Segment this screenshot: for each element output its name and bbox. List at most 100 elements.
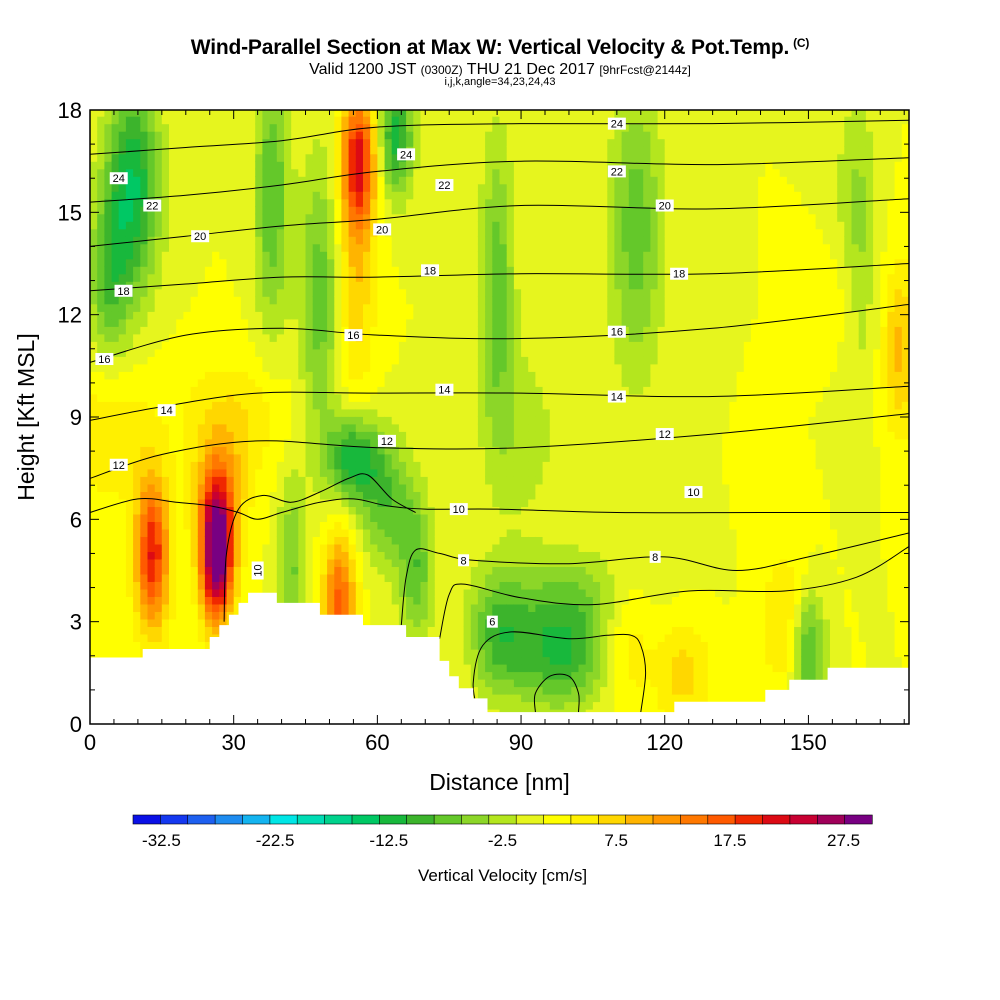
contour-label: 16: [344, 329, 363, 342]
contour-label: 24: [109, 172, 128, 185]
contour-label-bg: [655, 428, 674, 441]
colorbar: -32.5 -22.5 -12.5 -2.5 7.5 17.5 27.5 Vertical V…: [132, 814, 873, 885]
y-axis-label: Height [Kft MSL]: [13, 333, 39, 500]
colorbar-swatch: [433, 814, 463, 825]
contour-label-bg: [114, 284, 133, 297]
colorbar-swatch: [734, 814, 764, 825]
contour-label-text: 24: [113, 173, 125, 185]
contour-label-text: 24: [611, 119, 623, 131]
contour-label-text: 12: [113, 460, 125, 472]
contour-label: 24: [397, 148, 416, 161]
terrain-mask: [90, 592, 909, 724]
contour-label: 14: [435, 383, 454, 397]
contour-label-bg: [95, 353, 114, 366]
colorbar-swatch: [187, 814, 216, 825]
x-tick-label: 120: [646, 730, 683, 755]
contour-label-text: 8: [652, 552, 658, 564]
theta-contour-9: [439, 546, 909, 639]
contour-label-text: 12: [381, 436, 393, 448]
colorbar-swatch: [406, 814, 435, 825]
theta-contour-5: [90, 385, 909, 421]
colorbar-swatch: [680, 814, 709, 825]
contour-label-bg: [109, 172, 128, 185]
colorbar-tick-label: -22.5: [256, 831, 295, 850]
x-tick-label: 30: [221, 730, 245, 755]
colorbar-tick-label: 17.5: [713, 831, 746, 850]
colorbar-label: Vertical Velocity [cm/s]: [418, 866, 587, 885]
contour-label: 10: [449, 503, 468, 516]
contour-label-bg: [421, 264, 440, 277]
y-tick-label: 18: [58, 98, 82, 123]
contour-label: 18: [421, 264, 440, 277]
colorbar-tick-label: -2.5: [488, 831, 517, 850]
colorbar-swatch: [625, 814, 654, 825]
colorbar-swatch: [816, 814, 846, 825]
contour-label-bg: [655, 199, 674, 212]
colorbar-swatch: [515, 814, 545, 825]
contour-label-bg: [684, 486, 703, 499]
contour-label: 16: [95, 353, 114, 366]
colorbar-tick-label: 27.5: [827, 831, 860, 850]
contour-label-bg: [458, 554, 470, 567]
chart-subtitle: Valid 1200 JST (0300Z) THU 21 Dec 2017 […: [309, 61, 691, 78]
contour-label-bg: [607, 390, 626, 403]
theta-contour-11: [472, 631, 647, 713]
colorbar-swatch: [597, 814, 627, 825]
contour-label-text: 16: [347, 330, 359, 342]
contour-label: 18: [670, 267, 689, 281]
contour-label-bg: [157, 404, 176, 417]
contour-label-bg: [607, 117, 626, 130]
contour-label: 10: [251, 561, 265, 580]
contour-label-text: 8: [461, 555, 467, 567]
contour-label-text: 10: [687, 487, 699, 499]
y-tick-label: 12: [58, 303, 82, 328]
theta-contour-7: [90, 498, 909, 520]
contour-label-bg: [344, 329, 363, 342]
contour-label-text: 20: [376, 224, 388, 236]
contour-label: 20: [191, 230, 210, 243]
y-tick-label: 3: [70, 610, 82, 635]
colorbar-swatch: [132, 814, 162, 825]
contour-label-bg: [449, 503, 468, 516]
colorbar-swatch: [762, 814, 791, 825]
theta-contours: [90, 119, 909, 713]
contour-label: 22: [435, 179, 454, 192]
contour-label-bg: [143, 199, 162, 212]
contour-label-text: 14: [611, 392, 623, 404]
contour-label-bg: [435, 179, 454, 192]
contour-label-text: 6: [489, 617, 495, 629]
terrain-profile: [90, 592, 909, 724]
contour-label: 16: [607, 325, 626, 339]
contour-label-text: 14: [161, 405, 173, 417]
contour-label-text: 18: [424, 265, 436, 277]
x-tick-label: 0: [84, 730, 96, 755]
contour-label-bg: [251, 561, 264, 580]
y-tick-label: 9: [70, 405, 82, 430]
x-tick-label: 60: [365, 730, 389, 755]
contour-label-text: 14: [438, 385, 450, 397]
contour-label-bg: [435, 383, 454, 396]
contour-label-bg: [377, 434, 396, 447]
contour-label-bg: [670, 267, 689, 280]
y-tick-label: 6: [70, 507, 82, 532]
contour-label: 12: [377, 434, 396, 448]
contour-labels: 24 24 24 22 22 22 20 20 20 18 18 18 16 16 16 14 14 14 12 12…: [95, 117, 703, 629]
contour-label-text: 18: [673, 269, 685, 281]
contour-label-bg: [191, 230, 210, 243]
x-axis-label: Distance [nm]: [429, 769, 570, 795]
contour-label: 14: [157, 404, 176, 417]
colorbar-swatch: [570, 814, 599, 825]
colorbar-swatch: [214, 814, 244, 825]
colorbar-swatch: [324, 814, 353, 825]
x-tick-label: 150: [790, 730, 827, 755]
contour-label-bg: [109, 458, 128, 471]
theta-contour-12: [533, 673, 580, 713]
contour-label-text: 20: [659, 201, 671, 213]
theta-contour-0: [90, 119, 909, 155]
contour-label: 10: [684, 486, 703, 499]
colorbar-tick-label: -32.5: [142, 831, 181, 850]
contour-label: 12: [109, 458, 128, 472]
contour-label: 12: [655, 428, 674, 441]
chart-indices: i,j,k,angle=34,23,24,43: [444, 76, 556, 88]
